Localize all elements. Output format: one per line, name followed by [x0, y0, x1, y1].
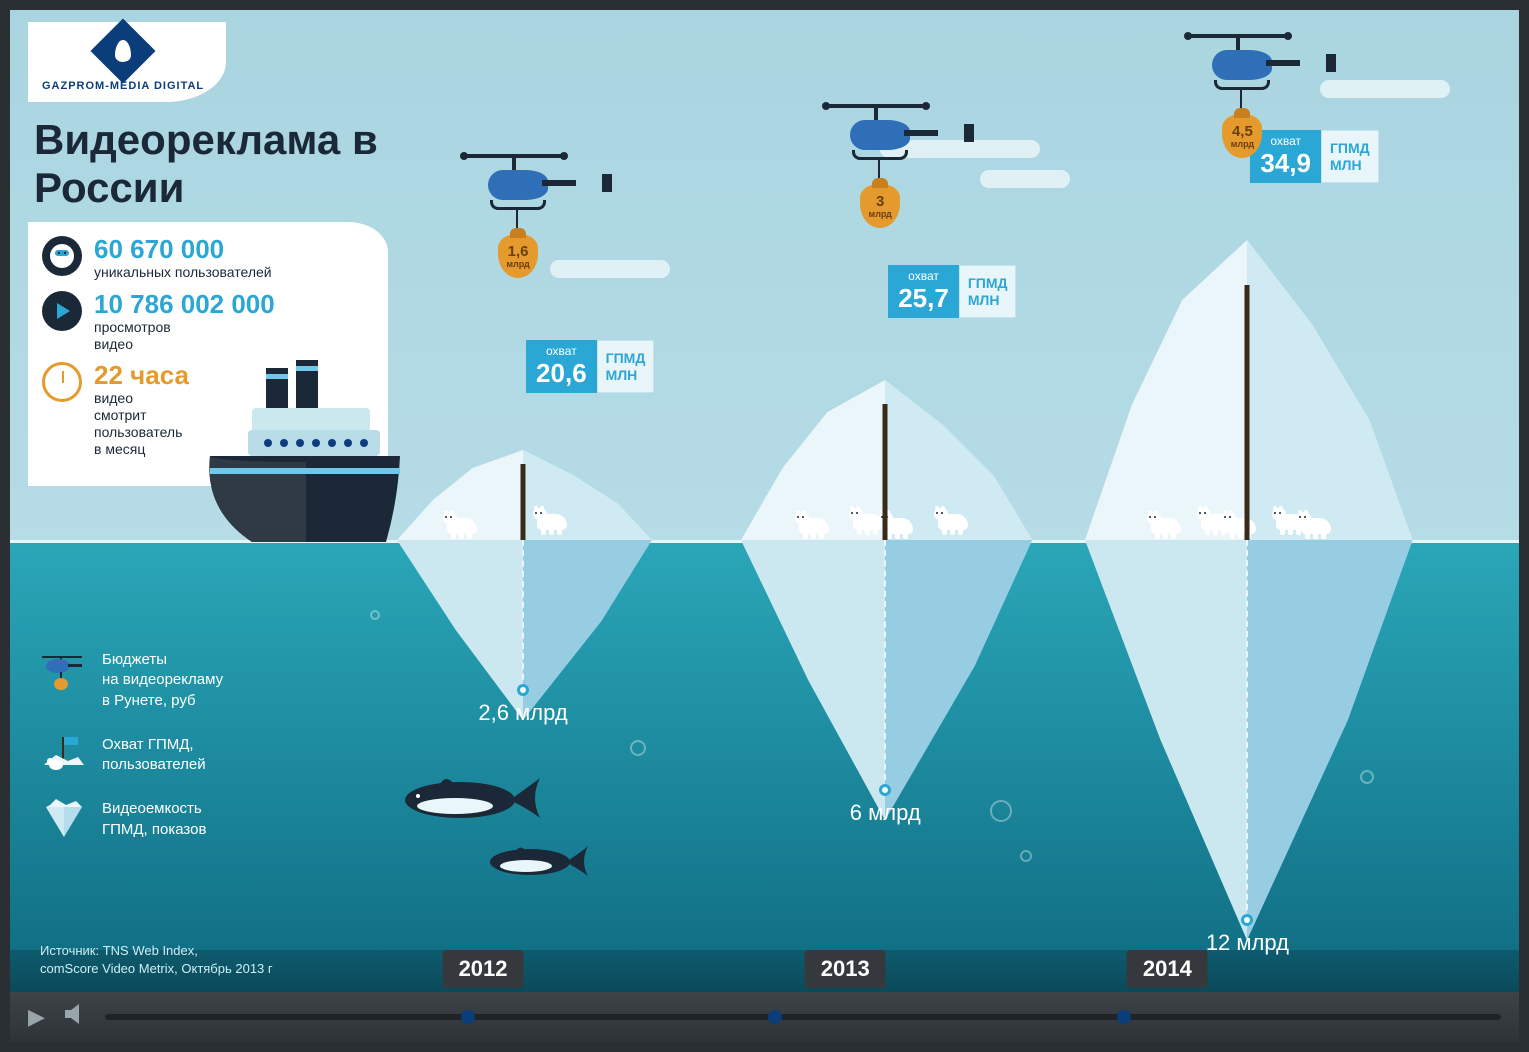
reach-flag: охват 20,6 ГПМД МЛН — [526, 340, 654, 393]
budget-value: 4,5 — [1232, 124, 1253, 139]
legend-item-reach: Охват ГПМД, пользователей — [40, 735, 340, 776]
polar-bear-icon — [447, 512, 481, 536]
polar-bear-icon — [1226, 512, 1260, 536]
reach-flag-right: ГПМД МЛН — [1321, 130, 1379, 183]
video-player-bar: ▶ — [10, 992, 1519, 1042]
reach-flag: охват 25,7 ГПМД МЛН — [888, 265, 1016, 318]
budget-unit: млрд — [869, 209, 892, 219]
stage: GAZPROM-MEDIA DIGITAL Видеореклама в Рос… — [10, 10, 1519, 992]
reach-value: 25,7 — [898, 283, 949, 314]
ship-icon — [200, 360, 410, 550]
helicopter-icon — [40, 650, 88, 690]
reach-flag-caption: охват — [1270, 134, 1301, 148]
depth-line — [522, 540, 524, 690]
polar-bear-icon — [883, 512, 917, 536]
stat-hours-value: 22 часа — [94, 362, 189, 388]
reach-unit-1: ГПМД — [606, 350, 646, 367]
depth-line — [884, 540, 886, 790]
polar-bear-icon — [1301, 512, 1335, 536]
infographic-frame: GAZPROM-MEDIA DIGITAL Видеореклама в Рос… — [0, 0, 1529, 1052]
flagpole-icon — [1245, 285, 1250, 540]
reach-flag-caption: охват — [908, 269, 939, 283]
budget-value: 3 — [876, 194, 884, 209]
flagpole-icon — [883, 404, 888, 540]
depth-label: 2,6 млрд — [478, 700, 567, 726]
reach-unit-1: ГПМД — [968, 275, 1008, 292]
year-badge: 2014 — [1127, 950, 1208, 988]
depth-label: 12 млрд — [1206, 930, 1289, 956]
polar-bear-icon — [799, 512, 833, 536]
legend-reach-label: Охват ГПМД, пользователей — [102, 735, 206, 776]
stat-views-value: 10 786 002 000 — [94, 291, 275, 317]
reach-value: 20,6 — [536, 358, 587, 389]
source-attribution: Источник: TNS Web Index, comScore Video … — [40, 942, 273, 978]
reach-unit-1: ГПМД — [1330, 140, 1370, 157]
progress-track[interactable] — [105, 1014, 1501, 1020]
stat-views-label: просмотров видео — [94, 319, 275, 353]
helicopter-icon: 1,6 млрд — [468, 170, 578, 200]
budget-bag: 1,6 млрд — [498, 234, 538, 278]
helicopter-icon: 3 млрд — [830, 120, 940, 150]
legend-budget-label: Бюджеты на видеорекламу в Рунете, руб — [102, 650, 223, 711]
clock-icon — [42, 362, 82, 402]
budget-unit: млрд — [506, 259, 529, 269]
user-icon — [42, 236, 82, 276]
legend-item-budget: Бюджеты на видеорекламу в Рунете, руб — [40, 650, 340, 711]
reach-value: 34,9 — [1260, 148, 1311, 179]
reach-unit-2: МЛН — [1330, 157, 1370, 174]
legend-item-capacity: Видеоемкость ГПМД, показов — [40, 799, 340, 840]
timeline-marker[interactable] — [461, 1010, 475, 1024]
legend-panel: Бюджеты на видеорекламу в Рунете, руб Ох… — [40, 650, 340, 864]
depth-line — [1246, 540, 1248, 920]
logo-mark-icon — [91, 18, 156, 83]
reach-flag-right: ГПМД МЛН — [959, 265, 1017, 318]
play-icon — [42, 291, 82, 331]
reach-flag-right: ГПМД МЛН — [597, 340, 655, 393]
mute-button[interactable] — [63, 1003, 87, 1031]
play-button[interactable]: ▶ — [28, 1004, 45, 1030]
stat-views: 10 786 002 000 просмотров видео — [42, 291, 364, 353]
reach-flag-left: охват 20,6 — [526, 340, 597, 393]
budget-unit: млрд — [1231, 139, 1254, 149]
timeline-marker[interactable] — [1117, 1010, 1131, 1024]
stat-users-label: уникальных пользователей — [94, 264, 272, 281]
depth-dot-icon — [1241, 914, 1253, 926]
polar-bear-icon — [537, 508, 571, 532]
iceberg-depth-icon — [40, 799, 88, 839]
polar-bear-icon — [1151, 512, 1185, 536]
iceberg-flag-icon — [40, 735, 88, 775]
depth-dot-icon — [517, 684, 529, 696]
stat-hours-label: видео смотрит пользователь в месяц — [94, 390, 189, 457]
reach-flag-left: охват 25,7 — [888, 265, 959, 318]
timeline-marker[interactable] — [768, 1010, 782, 1024]
flagpole-icon — [521, 464, 526, 541]
year-badge: 2012 — [443, 950, 524, 988]
iceberg-group-2012: охват 20,6 ГПМД МЛН 1,6 млрд 2,6 млрд — [383, 10, 723, 992]
reach-flag: охват 34,9 ГПМД МЛН — [1250, 130, 1378, 183]
budget-bag: 3 млрд — [860, 184, 900, 228]
stat-users-value: 60 670 000 — [94, 236, 272, 262]
reach-flag-caption: охват — [546, 344, 577, 358]
bubble-icon — [370, 610, 380, 620]
brand-logo: GAZPROM-MEDIA DIGITAL — [28, 22, 226, 102]
depth-dot-icon — [879, 784, 891, 796]
iceberg-group-2013: охват 25,7 ГПМД МЛН 3 млрд 6 млрд — [725, 10, 1065, 992]
year-badge: 2013 — [805, 950, 886, 988]
iceberg-group-2014: охват 34,9 ГПМД МЛН 4,5 млрд 12 млрд — [1067, 10, 1407, 992]
budget-value: 1,6 — [508, 244, 529, 259]
reach-unit-2: МЛН — [968, 292, 1008, 309]
legend-capacity-label: Видеоемкость ГПМД, показов — [102, 799, 206, 840]
depth-label: 6 млрд — [850, 800, 921, 826]
stat-users: 60 670 000 уникальных пользователей — [42, 236, 364, 281]
page-title: Видеореклама в России — [34, 116, 428, 212]
helicopter-icon: 4,5 млрд — [1192, 50, 1302, 80]
polar-bear-icon — [938, 508, 972, 532]
reach-unit-2: МЛН — [606, 367, 646, 384]
